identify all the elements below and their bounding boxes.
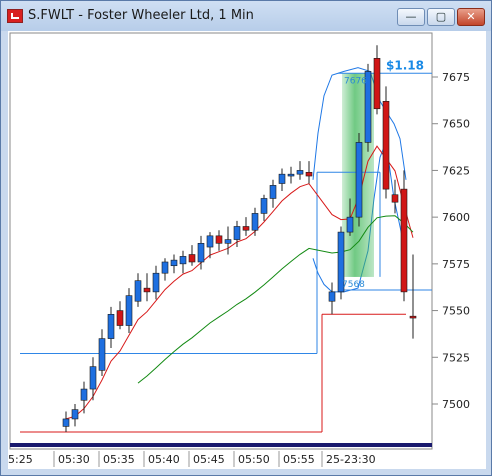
price-tick-label: 7650 xyxy=(442,118,470,131)
up-candle xyxy=(71,409,79,420)
up-candle xyxy=(98,338,106,371)
minimize-button[interactable]: — xyxy=(397,8,425,26)
time-tick-label: 05:40 xyxy=(148,453,180,466)
down-candle xyxy=(400,188,408,293)
down-candle xyxy=(409,315,417,319)
up-candle xyxy=(346,216,354,233)
profit-label: $1.18 xyxy=(386,58,424,72)
down-candle xyxy=(215,235,223,244)
up-candle xyxy=(206,235,214,248)
down-candle xyxy=(188,254,196,263)
up-candle xyxy=(125,295,133,326)
time-tick-label: 05:35 xyxy=(103,453,135,466)
price-tick-label: 7625 xyxy=(442,164,470,177)
time-tick-label: 5:25 xyxy=(8,453,33,466)
down-candle xyxy=(143,287,151,293)
up-candle xyxy=(328,291,336,302)
up-candle xyxy=(337,231,345,293)
down-candle xyxy=(305,171,313,177)
upper-level-label: 7676 xyxy=(344,76,367,86)
up-candle xyxy=(197,243,205,263)
time-tick-label: 05:30 xyxy=(58,453,90,466)
time-axis-bar xyxy=(10,443,432,447)
up-candle xyxy=(62,418,70,427)
candles xyxy=(62,45,417,433)
close-button[interactable]: ✕ xyxy=(457,8,485,26)
time-tick-label: 05:50 xyxy=(238,453,270,466)
down-candle xyxy=(391,194,399,203)
chart-area[interactable]: 7675 7650 7625 7600 7575 7550 7525 7500 5:25 05:… xyxy=(8,31,486,469)
price-tick-label: 7550 xyxy=(442,305,470,318)
price-tick-label: 7675 xyxy=(442,71,470,84)
up-candle xyxy=(355,142,363,218)
up-candle xyxy=(251,213,259,231)
time-tick-label: 05:45 xyxy=(193,453,225,466)
up-candle xyxy=(364,71,372,143)
price-tick-label: 7600 xyxy=(442,211,470,224)
time-tick-label: 05:55 xyxy=(283,453,315,466)
price-tick-label: 7500 xyxy=(442,398,470,411)
up-candle xyxy=(107,314,115,339)
window-title: S.FWLT - Foster Wheeler Ltd, 1 Min xyxy=(28,8,254,23)
up-candle xyxy=(278,173,286,184)
up-candle xyxy=(161,261,169,274)
up-candle xyxy=(233,226,241,240)
title-bar[interactable]: S.FWLT - Foster Wheeler Ltd, 1 Min — ▢ ✕ xyxy=(1,1,491,31)
maximize-button[interactable]: ▢ xyxy=(427,8,455,26)
price-tick-label: 7525 xyxy=(442,351,470,364)
price-tick-label: 7575 xyxy=(442,258,470,271)
up-candle xyxy=(224,239,232,244)
trade-levels xyxy=(20,72,432,433)
up-candle xyxy=(287,173,295,177)
lower-level-label: 7568 xyxy=(342,280,365,290)
up-candle xyxy=(134,280,142,302)
time-tick-label: 25-23:30 xyxy=(326,453,376,466)
up-candle xyxy=(80,388,88,401)
up-candle xyxy=(89,366,97,390)
price-axis: 7675 7650 7625 7600 7575 7550 7525 7500 xyxy=(432,71,470,411)
price-chart[interactable]: 7675 7650 7625 7600 7575 7550 7525 7500 5:25 05:… xyxy=(8,31,486,469)
up-candle xyxy=(269,185,277,199)
up-candle xyxy=(170,259,178,267)
slow-ema-line xyxy=(137,215,414,384)
up-candle xyxy=(296,170,304,175)
down-candle xyxy=(242,226,250,231)
down-candle xyxy=(116,310,124,326)
down-candle xyxy=(382,100,390,190)
up-candle xyxy=(179,256,187,265)
time-axis: 5:25 05:30 05:35 05:40 05:45 05:50 05:55 25-23:… xyxy=(8,443,432,467)
chart-app-icon xyxy=(7,9,23,23)
up-candle xyxy=(260,198,268,214)
down-candle xyxy=(373,58,381,110)
upper-band-line xyxy=(312,67,407,180)
up-candle xyxy=(152,272,160,293)
